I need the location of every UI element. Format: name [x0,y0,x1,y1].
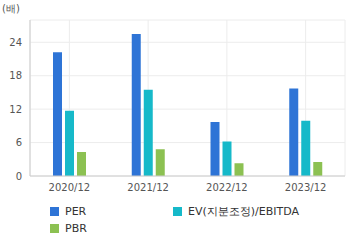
svg-text:2022/12: 2022/12 [206,182,248,193]
svg-text:18: 18 [9,70,22,81]
svg-text:6: 6 [16,137,22,148]
svg-text:0: 0 [16,171,22,182]
svg-text:2023/12: 2023/12 [285,182,327,193]
html-text:PER: PER [65,205,87,218]
svg-text:2021/12: 2021/12 [127,182,169,193]
html-text:(배): (배) [2,3,20,14]
html-text:EV(지분조정)/EBITDA: EV(지분조정)/EBITDA [188,205,299,218]
svg-text:2020/12: 2020/12 [49,182,91,193]
svg-text:24: 24 [9,37,22,48]
svg-text:12: 12 [9,104,22,115]
html-text:PBR: PBR [65,222,87,235]
